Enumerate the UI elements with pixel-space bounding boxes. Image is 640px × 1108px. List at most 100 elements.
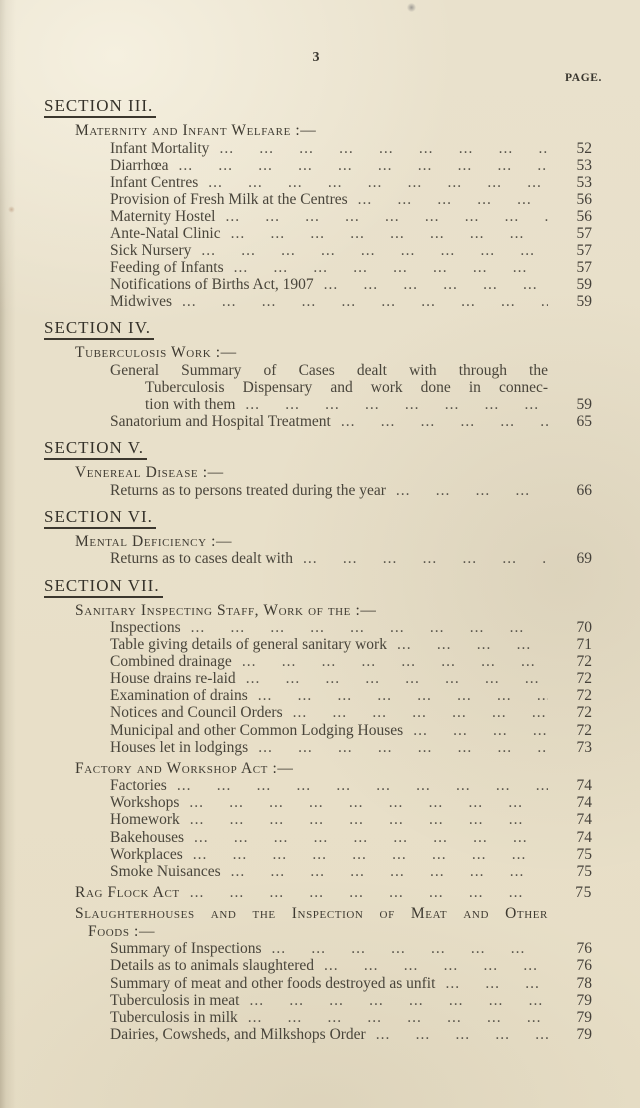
- toc-item: Workshops ... ... ... ... ... ... ... ...…: [110, 794, 592, 811]
- toc-item: Returns as to persons treated during the…: [110, 482, 592, 499]
- item-page-number: 75: [576, 845, 593, 863]
- item-page-number: 72: [576, 704, 593, 722]
- item-label: Feeding of Infants: [110, 259, 224, 277]
- item-label: Bakehouses: [110, 828, 185, 846]
- dot-leader: ... ... ... ... ... ... ... ... ... ... …: [395, 481, 548, 499]
- item-label: Houses let in lodgings: [110, 738, 249, 756]
- item-page-number: 75: [576, 862, 593, 880]
- dot-leader: ... ... ... ... ... ... ... ... ... ... …: [324, 957, 548, 975]
- dot-leader: ... ... ... ... ... ... ... ... ... ... …: [249, 991, 548, 1009]
- group-heading-label: Tuberculosis Work :—: [75, 344, 237, 362]
- item-label: Details as to animals slaughtered: [110, 957, 315, 975]
- item-label: Tuberculosis in meat: [110, 991, 240, 1009]
- section: SECTION V. Venereal Disease :— Returns as …: [44, 438, 592, 499]
- dot-leader: ... ... ... ... ... ... ... ... ... ... …: [302, 550, 548, 568]
- section: SECTION IV. Tuberculosis Work :— General S…: [44, 318, 592, 430]
- item-page-number: 74: [576, 777, 593, 795]
- item-page-number: 79: [576, 1008, 593, 1026]
- item-label: Workshops: [110, 794, 180, 812]
- item-label: Tuberculosis in milk: [110, 1008, 238, 1026]
- item-page-number: 53: [576, 173, 593, 191]
- group-heading: Maternity and Infant Welfare :—: [75, 122, 592, 140]
- scan-speck: [406, 3, 417, 12]
- item-page-number: 72: [576, 653, 593, 671]
- group-heading-label: Maternity and Infant Welfare :—: [75, 122, 317, 139]
- item-label: Combined drainage: [110, 653, 232, 671]
- toc-item: Midwives ... ... ... ... ... ... ... ... …: [110, 293, 592, 310]
- item-label: Factories: [110, 777, 167, 795]
- continuation-line: Tuberculosis Dispensary and work done in…: [145, 379, 548, 397]
- group-heading: Mental Deficiency :—: [75, 533, 592, 551]
- toc-item: Provision of Fresh Milk at the Centres..…: [110, 191, 592, 208]
- dot-leader: ... ... ... ... ... ... ... ... ... ... …: [245, 670, 548, 688]
- item-label: Inspections: [110, 619, 181, 636]
- toc-item: tion with them ... ... ... ... ... ... ..…: [145, 396, 592, 413]
- toc-item: Dairies, Cowsheds, and Milkshops Order..…: [110, 1026, 592, 1043]
- item-page-number: 57: [576, 259, 593, 277]
- toc-item: Examination of drains ... ... ... ... ...…: [110, 687, 592, 704]
- toc-item: Diarrhœa ... ... ... ... ... ... ... ... …: [110, 157, 592, 174]
- item-page-number: 74: [576, 828, 593, 846]
- group-heading-label: Mental Deficiency :—: [75, 532, 233, 550]
- toc-item: Tuberculosis in milk ... ... ... ... ... …: [110, 1009, 592, 1026]
- dot-leader: ... ... ... ... ... ... ... ... ... ... …: [445, 974, 548, 992]
- toc-item: Table giving details of general sanitary…: [110, 636, 592, 653]
- toc-item: House drains re-laid ... ... ... ... ... …: [110, 670, 592, 687]
- item-page-number: 73: [576, 738, 593, 756]
- group-heading: Factory and Workshop Act :—: [75, 760, 592, 778]
- item-label: Workplaces: [110, 845, 183, 863]
- item-page-number: 56: [576, 207, 593, 225]
- dot-leader: ... ... ... ... ... ... ... ... ... ... …: [247, 1008, 548, 1026]
- item-label: Dairies, Cowsheds, and Milkshops Order: [110, 1025, 366, 1043]
- item-page-number: 69: [576, 550, 593, 568]
- item-label: House drains re-laid: [110, 670, 236, 688]
- item-page-number: 57: [576, 242, 593, 260]
- dot-leader: ... ... ... ... ... ... ... ... ... ... …: [201, 242, 548, 260]
- item-label: Homework: [110, 811, 180, 829]
- dot-leader: ... ... ... ... ... ... ... ... ... ... …: [340, 413, 548, 431]
- toc-item: Tuberculosis in meat ... ... ... ... ... …: [110, 992, 592, 1009]
- dot-leader: ... ... ... ... ... ... ... ... ... ... …: [396, 636, 548, 654]
- dot-leader: ... ... ... ... ... ... ... ... ... ... …: [271, 940, 548, 958]
- toc-item: Sanatorium and Hospital Treatment ... ...…: [110, 413, 592, 430]
- item-page-number: 71: [576, 636, 593, 654]
- item-page-number: 56: [576, 190, 593, 208]
- dot-leader: ... ... ... ... ... ... ... ... ... ... …: [225, 207, 548, 225]
- group-heading: Sanitary Inspecting Staff, Work of the :…: [75, 602, 592, 620]
- section-heading: SECTION VII.: [44, 576, 163, 598]
- item-page-number: 59: [576, 276, 593, 294]
- dot-leader: ... ... ... ... ... ... ... ... ... ... …: [245, 396, 548, 414]
- item-label: Returns as to cases dealt with: [110, 550, 293, 568]
- toc-item: Notices and Council Orders ... ... ... ..…: [110, 704, 592, 721]
- item-page-number: 70: [576, 619, 593, 636]
- item-page-number: 59: [576, 293, 593, 311]
- dot-leader: ... ... ... ... ... ... ... ... ... ... …: [176, 777, 548, 795]
- toc-item: Returns as to cases dealt with ... ... ..…: [110, 550, 592, 567]
- item-label: Midwives: [110, 293, 172, 311]
- item-page-number: 65: [576, 413, 593, 431]
- section: SECTION VI. Mental Deficiency :— Returns a…: [44, 507, 592, 568]
- item-label: Ante-Natal Clinic: [110, 224, 221, 242]
- dot-leader: ... ... ... ... ... ... ... ... ... ... …: [357, 190, 548, 208]
- item-label: Sick Nursery: [110, 242, 192, 260]
- group-heading-label: Venereal Disease :—: [75, 464, 224, 482]
- item-label: Examination of drains: [110, 687, 248, 705]
- dot-leader: ... ... ... ... ... ... ... ... ... ... …: [230, 224, 548, 242]
- dot-leader: ... ... ... ... ... ... ... ... ... ... …: [375, 1025, 548, 1043]
- toc-item: Sick Nursery ... ... ... ... ... ... ... …: [110, 242, 592, 259]
- toc-item: Infant Mortality ... ... ... ... ... ... …: [110, 140, 592, 157]
- item-label: Infant Centres: [110, 173, 199, 191]
- table-of-contents: SECTION III. Maternity and Infant Welfare…: [44, 96, 592, 1043]
- toc-item: Workplaces ... ... ... ... ... ... ... ..…: [110, 846, 592, 863]
- group-heading-label: Factory and Workshop Act :—: [75, 759, 294, 777]
- group-heading: Venereal Disease :—: [75, 464, 592, 482]
- toc-item: Houses let in lodgings ... ... ... ... ..…: [110, 739, 592, 756]
- group-heading: Rag Flock Act ... ... ... ... ... ... ...…: [75, 884, 592, 902]
- dot-leader: ... ... ... ... ... ... ... ... ... ... …: [257, 687, 548, 705]
- dot-leader: ... ... ... ... ... ... ... ... ... ... …: [178, 156, 548, 174]
- toc-item: Bakehouses ... ... ... ... ... ... ... ..…: [110, 829, 592, 846]
- item-page-number: 78: [576, 974, 593, 992]
- toc-item: Maternity Hostel ... ... ... ... ... ... …: [110, 208, 592, 225]
- toc-item: Smoke Nuisances ... ... ... ... ... ... .…: [110, 863, 592, 880]
